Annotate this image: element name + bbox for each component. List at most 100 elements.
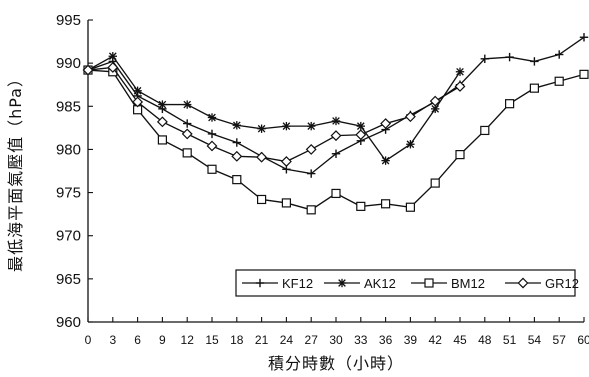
- point-bm12-24: [281, 198, 291, 208]
- point-kf12-60: [579, 33, 589, 42]
- x-tick-label-27: 27: [305, 333, 319, 347]
- point-kf12-48: [480, 54, 489, 64]
- x-tick-label-48: 48: [478, 333, 492, 347]
- x-tick-label-21: 21: [255, 333, 269, 347]
- x-tick-label-39: 39: [404, 333, 418, 347]
- x-tick-label-42: 42: [429, 333, 443, 347]
- point-bm12-39: [405, 202, 415, 212]
- point-ak12-3: [108, 52, 117, 61]
- x-tick-label-3: 3: [109, 333, 116, 347]
- legend-marker-kf12: [255, 278, 265, 288]
- x-tick-label-45: 45: [453, 333, 467, 347]
- y-tick-label-985: 985: [56, 98, 81, 115]
- x-tick-label-15: 15: [205, 333, 219, 347]
- point-ak12-36: [381, 156, 390, 165]
- x-tick-label-33: 33: [354, 333, 368, 347]
- point-ak12-42-d2: [431, 105, 440, 113]
- x-tick-label-24: 24: [280, 333, 294, 347]
- point-ak12-39-d2: [406, 140, 415, 149]
- point-ak12-18: [232, 121, 241, 130]
- point-gr12-30: [330, 130, 342, 142]
- point-bm12-45: [455, 150, 465, 160]
- point-bm12-48: [480, 125, 490, 136]
- point-gr12-39: [404, 111, 416, 123]
- point-kf12-54: [530, 57, 539, 66]
- point-bm12-57: [554, 76, 564, 86]
- point-gr12-12: [181, 128, 193, 140]
- y-tick-label-965: 965: [56, 271, 81, 288]
- point-ak12-15: [207, 113, 217, 122]
- x-tick-label-0: 0: [85, 333, 92, 347]
- point-gr12-42: [429, 95, 441, 107]
- legend-label-bm12: BM12: [451, 276, 485, 291]
- point-ak12-21-d2: [257, 124, 266, 133]
- legend-item-kf12: KF12: [242, 276, 313, 291]
- point-kf12-27: [307, 169, 316, 178]
- series-gr12: [82, 62, 466, 167]
- x-axis-title: 積分時數（小時）: [268, 354, 404, 373]
- point-ak12-30-d2: [332, 117, 340, 125]
- point-gr12-45: [454, 80, 466, 92]
- point-kf12-30: [331, 149, 341, 158]
- point-gr12-33: [355, 129, 367, 141]
- legend-marker-ak12: [337, 278, 347, 288]
- point-gr12-9: [156, 116, 168, 128]
- point-bm12-54: [529, 83, 540, 93]
- point-ak12-12: [183, 100, 192, 109]
- point-gr12-3: [107, 62, 119, 73]
- point-bm12-15: [207, 164, 217, 174]
- x-tick-label-36: 36: [379, 333, 393, 347]
- x-tick-label-54: 54: [528, 333, 542, 347]
- point-gr12-15: [206, 140, 218, 152]
- point-kf12-18: [232, 138, 241, 147]
- x-tick-label-9: 9: [159, 333, 166, 347]
- point-gr12-18: [231, 150, 243, 162]
- y-tick-label-960: 960: [56, 314, 81, 331]
- point-ak12-6-d2: [133, 86, 142, 95]
- legend-item-ak12: AK12: [324, 276, 396, 291]
- point-ak12-45: [455, 67, 465, 76]
- point-kf12-57: [555, 50, 564, 59]
- point-kf12-51: [505, 52, 514, 62]
- x-tick-label-18: 18: [230, 333, 244, 347]
- y-tick-label-995: 995: [56, 12, 81, 29]
- point-ak12-3-d2: [108, 52, 117, 61]
- x-tick-label-57: 57: [553, 333, 567, 347]
- point-ak12-36-d2: [381, 156, 390, 165]
- point-ak12-24: [282, 121, 291, 131]
- x-tick-label-51: 51: [503, 333, 517, 347]
- legend-marker-bm12: [424, 278, 434, 288]
- point-bm12-30: [331, 188, 341, 199]
- point-gr12-0: [82, 64, 94, 76]
- series-line-ak12: [87, 55, 461, 162]
- x-tick-label-30: 30: [329, 333, 343, 347]
- point-bm12-60: [579, 69, 589, 79]
- point-ak12-15-d2: [208, 113, 216, 122]
- y-tick-label-990: 990: [56, 55, 81, 72]
- point-kf12-12: [183, 119, 192, 128]
- point-ak12-30: [331, 116, 341, 126]
- legend-label-gr12: GR12: [545, 276, 579, 291]
- point-bm12-9: [157, 135, 167, 145]
- x-tick-label-12: 12: [181, 333, 195, 347]
- point-bm12-36: [381, 199, 391, 209]
- point-kf12-15: [207, 129, 217, 139]
- y-tick-label-980: 980: [56, 141, 81, 158]
- point-ak12-33-d2: [356, 122, 365, 130]
- series-line-gr12: [87, 66, 461, 163]
- point-gr12-21: [256, 151, 268, 163]
- point-bm12-27: [306, 205, 316, 215]
- point-ak12-18-d2: [232, 121, 241, 130]
- point-ak12-27: [307, 121, 316, 131]
- y-tick-label-970: 970: [56, 228, 81, 245]
- point-ak12-9: [158, 100, 167, 109]
- legend: KF12 AK12 BM12 GR12: [235, 269, 579, 297]
- x-tick-label-6: 6: [134, 333, 141, 347]
- point-bm12-21: [257, 194, 267, 205]
- legend-marker-ak12-d2: [338, 279, 346, 287]
- point-bm12-51: [505, 99, 515, 109]
- point-ak12-9-d2: [158, 100, 167, 109]
- legend-label-ak12: AK12: [364, 276, 396, 291]
